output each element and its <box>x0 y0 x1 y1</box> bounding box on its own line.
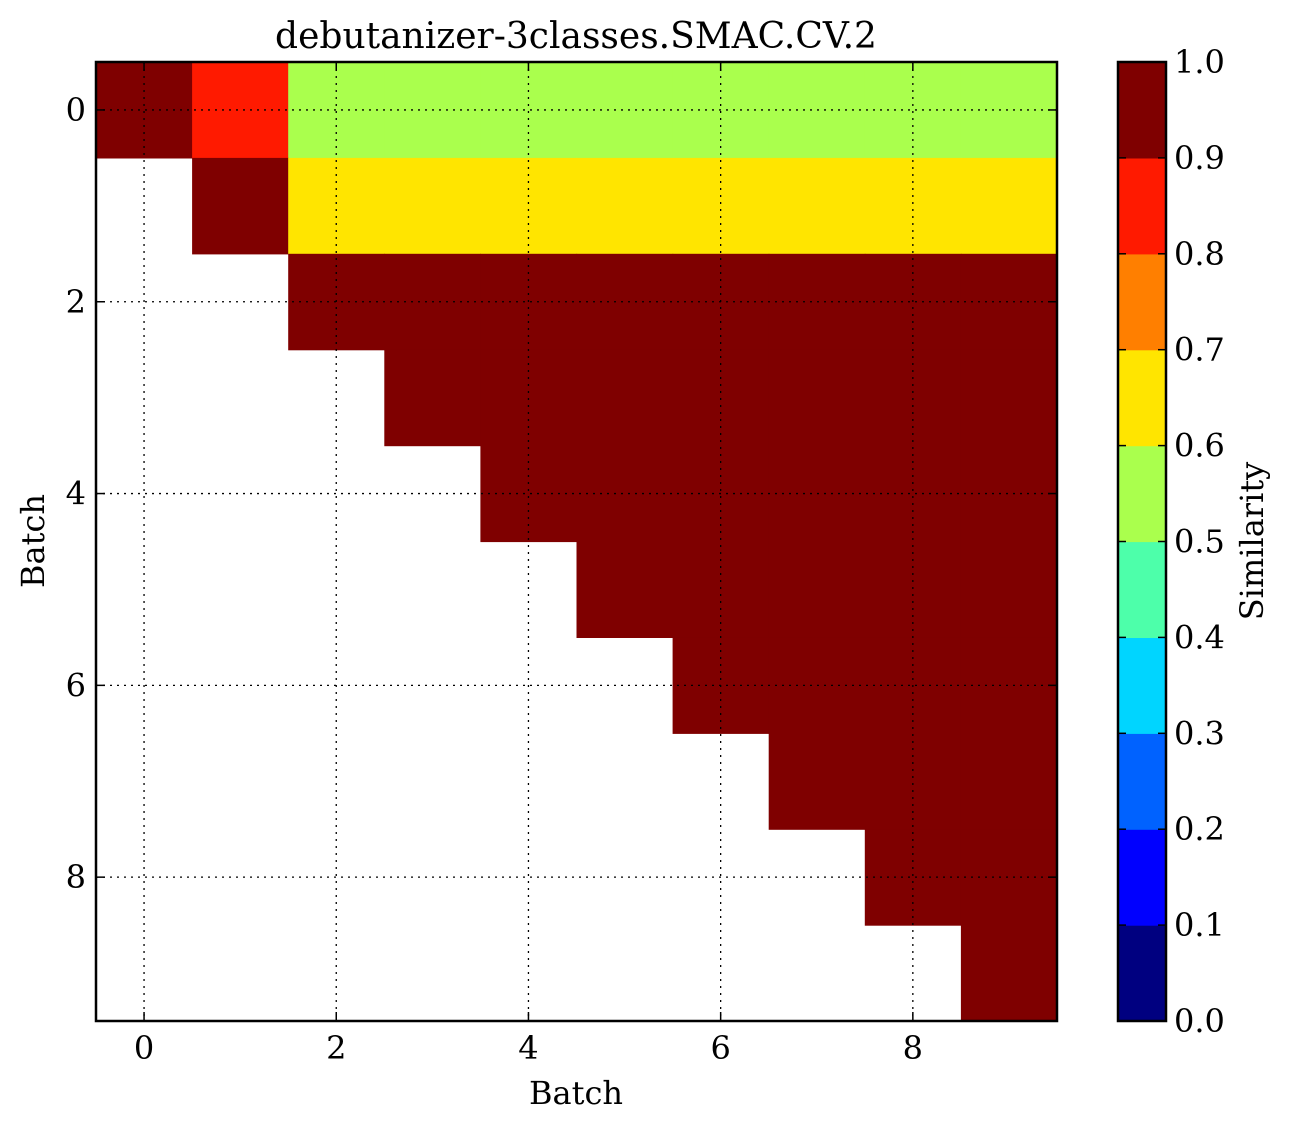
y-tick-label: 8 <box>66 858 86 896</box>
heatmap-cell-0-0 <box>96 62 193 159</box>
heatmap-cell-1-8 <box>864 157 962 255</box>
heatmap-cell-2-5 <box>576 253 674 351</box>
y-axis-label: Batch <box>14 494 52 588</box>
colorbar-segment <box>1118 349 1166 447</box>
heatmap-cell-8-9 <box>960 829 1058 926</box>
heatmap-cell-4-4 <box>480 445 578 543</box>
colorbar-segment <box>1118 925 1166 1022</box>
heatmap-cell-3-9 <box>960 349 1058 447</box>
x-tick-label: 6 <box>710 1029 730 1067</box>
x-tick-label: 4 <box>518 1029 538 1067</box>
colorbar-tick-label: 0.3 <box>1174 714 1225 752</box>
x-tick-labels: 0 2 4 6 8 <box>134 1029 923 1067</box>
colorbar-segment <box>1118 445 1166 543</box>
heatmap-cell-1-9 <box>960 157 1058 255</box>
heatmap-cell-1-2 <box>288 157 385 255</box>
heatmap-cell-3-6 <box>672 349 770 447</box>
colorbar-tick-label: 0.2 <box>1174 810 1225 848</box>
colorbar-tick-label: 0.7 <box>1174 331 1225 369</box>
heatmap-cell-4-9 <box>960 445 1058 543</box>
heatmap-cell-5-9 <box>960 541 1058 638</box>
heatmap-cell-1-3 <box>384 157 481 255</box>
x-tick-label: 8 <box>903 1029 923 1067</box>
colorbar-tick-label: 0.5 <box>1174 523 1225 561</box>
heatmap-cells <box>96 62 1058 1022</box>
heatmap-cell-7-8 <box>864 733 962 830</box>
colorbar-tick-label: 1.0 <box>1174 43 1225 81</box>
heatmap-cell-5-6 <box>672 541 770 638</box>
heatmap-cell-3-5 <box>576 349 674 447</box>
colorbar-segment <box>1118 733 1166 830</box>
heatmap-cell-1-5 <box>576 157 674 255</box>
grid-lines <box>96 62 1057 1021</box>
colorbar-segment <box>1118 62 1166 159</box>
y-tick-label: 4 <box>66 475 86 513</box>
colorbar-segment <box>1118 541 1166 638</box>
heatmap-cell-3-3 <box>384 349 481 447</box>
heatmap-cell-3-8 <box>864 349 962 447</box>
x-tick-label: 0 <box>134 1029 154 1067</box>
y-tick-label: 0 <box>66 91 86 129</box>
heatmap-cell-3-4 <box>480 349 578 447</box>
x-axis-label: Batch <box>529 1074 623 1112</box>
heatmap-cell-1-1 <box>192 157 289 255</box>
axis-ticks <box>96 62 1057 1021</box>
colorbar-tick-label: 0.6 <box>1174 427 1225 465</box>
heatmap-cell-9-9 <box>960 925 1058 1022</box>
heatmap-cell-2-9 <box>960 253 1058 351</box>
y-tick-label: 6 <box>66 666 86 704</box>
heatmap-cell-7-7 <box>768 733 866 830</box>
colorbar-tick-label: 0.0 <box>1174 1002 1225 1040</box>
heatmap-cell-5-5 <box>576 541 674 638</box>
heatmap-cell-7-9 <box>960 733 1058 830</box>
colorbar-tick-label: 0.9 <box>1174 139 1225 177</box>
heatmap-cell-4-5 <box>576 445 674 543</box>
heatmap-cell-0-2 <box>288 62 385 159</box>
y-tick-label: 2 <box>66 283 86 321</box>
heatmap-cell-5-7 <box>768 541 866 638</box>
heatmap-cell-8-8 <box>864 829 962 926</box>
chart-title: debutanizer-3classes.SMAC.CV.2 <box>275 16 877 57</box>
colorbar-segment <box>1118 829 1166 926</box>
colorbar <box>1118 62 1166 1022</box>
colorbar-tick-label: 0.4 <box>1174 618 1225 656</box>
heatmap-cell-4-8 <box>864 445 962 543</box>
y-tick-labels: 0 2 4 6 8 <box>66 91 86 896</box>
heatmap-cell-1-4 <box>480 157 578 255</box>
heatmap-cell-6-9 <box>960 637 1058 734</box>
colorbar-tick-label: 0.1 <box>1174 906 1225 944</box>
colorbar-tick-labels: 0.0 0.1 0.2 0.3 0.4 0.5 0.6 0.7 0.8 0.9 1.0 <box>1174 43 1225 1040</box>
colorbar-frame <box>1116 60 1168 1023</box>
heatmap-cell-0-5 <box>576 62 674 159</box>
heatmap-cell-0-9 <box>960 62 1058 159</box>
heatmap-cell-1-7 <box>768 157 866 255</box>
plot-frame <box>94 60 1059 1023</box>
heatmap-cell-2-2 <box>288 253 385 351</box>
colorbar-segment <box>1118 253 1166 351</box>
heatmap-cell-0-1 <box>192 62 289 159</box>
colorbar-tick-label: 0.8 <box>1174 235 1225 273</box>
heatmap-cell-3-7 <box>768 349 866 447</box>
heatmap-cell-5-8 <box>864 541 962 638</box>
x-tick-label: 2 <box>326 1029 346 1067</box>
heatmap-cell-1-6 <box>672 157 770 255</box>
colorbar-segment <box>1118 157 1166 255</box>
colorbar-segment <box>1118 637 1166 734</box>
colorbar-label: Similarity <box>1233 462 1271 621</box>
